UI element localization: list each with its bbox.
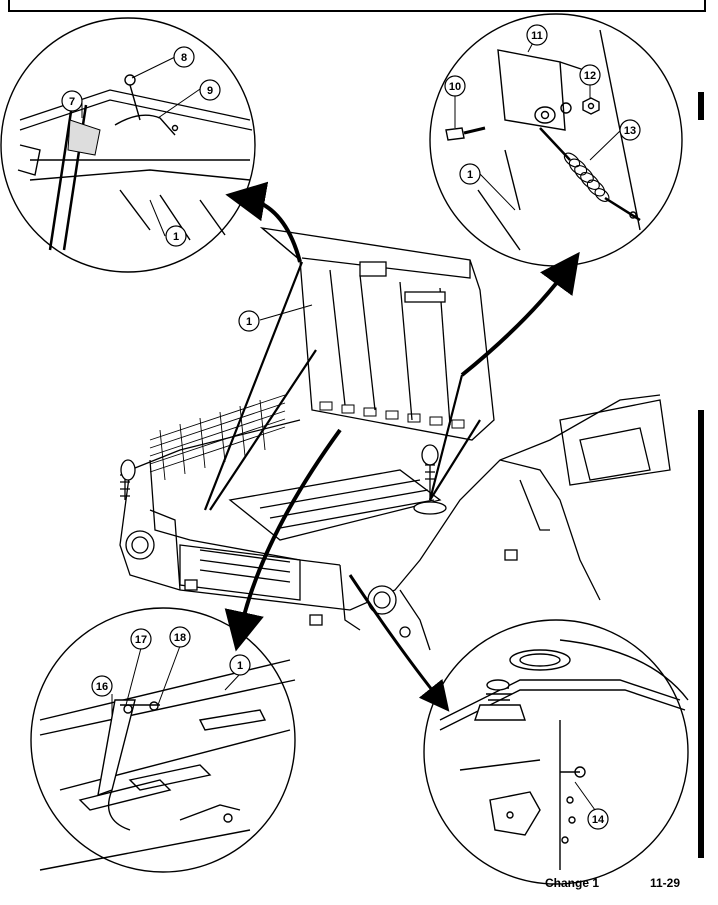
callout-9 xyxy=(199,79,221,101)
callout-13 xyxy=(619,119,641,141)
callout-11 xyxy=(526,24,548,46)
callout-1-bottom-left-text: 1 xyxy=(237,660,243,672)
callout-1-bottom-left xyxy=(229,654,251,676)
leader-arrows xyxy=(224,181,580,712)
callout-text: 1 7 8 9 10 11 12 13 1 1 16 17 18 1 14 xyxy=(69,30,636,826)
callout-17-text: 17 xyxy=(135,634,147,646)
callout-1-top-right-text: 1 xyxy=(467,169,473,181)
callout-1-main xyxy=(238,310,260,332)
callout-12 xyxy=(579,64,601,86)
callout-18-text: 18 xyxy=(174,632,186,644)
detail-top-right xyxy=(429,13,683,267)
callout-14 xyxy=(587,808,609,830)
callout-labels xyxy=(61,24,641,830)
callout-10-text: 10 xyxy=(449,81,461,93)
callout-7-text: 7 xyxy=(69,96,75,108)
callout-1-top-left-text: 1 xyxy=(173,231,179,243)
change-bar-upper xyxy=(698,92,704,120)
callout-17 xyxy=(130,628,152,650)
page-top-border xyxy=(8,0,706,12)
callout-1-top-left xyxy=(165,225,187,247)
callout-12-text: 12 xyxy=(584,70,596,82)
callout-18 xyxy=(169,626,191,648)
callout-11-text: 11 xyxy=(531,30,543,42)
detail-bottom-right xyxy=(423,619,689,885)
callout-7 xyxy=(61,90,83,112)
footer-change-label: Change 1 xyxy=(545,876,600,890)
callout-1-main-text: 1 xyxy=(246,316,252,328)
callout-8-text: 8 xyxy=(181,52,187,64)
callout-10 xyxy=(444,75,466,97)
callout-16 xyxy=(91,675,113,697)
callout-16-text: 16 xyxy=(96,681,108,693)
callout-14-text: 14 xyxy=(592,814,605,826)
detail-top-left xyxy=(0,17,256,273)
vehicle-drawing xyxy=(119,227,671,651)
callout-8 xyxy=(173,46,195,68)
footer-page-number: 11-29 xyxy=(650,876,681,890)
change-bar-lower xyxy=(698,410,704,858)
callout-1-top-right xyxy=(459,163,481,185)
callout-13-text: 13 xyxy=(624,125,636,137)
callout-9-text: 9 xyxy=(207,85,213,97)
detail-bottom-left xyxy=(30,607,296,873)
